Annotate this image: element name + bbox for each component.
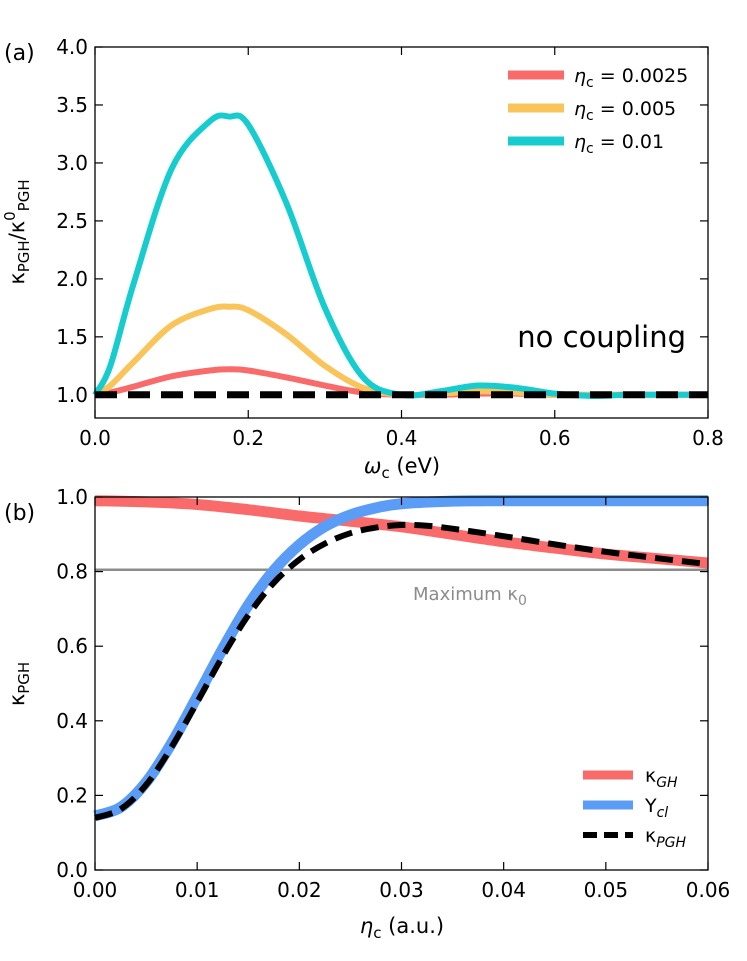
panel-a-ytick-label: 3.0 bbox=[56, 151, 88, 175]
panel-b-series-line-2 bbox=[94, 521, 709, 821]
panel-a-ytick-label: 4.0 bbox=[56, 35, 88, 59]
no-coupling-annotation: no coupling bbox=[517, 320, 686, 354]
legend-entry-2: ηc = 0.01 bbox=[574, 131, 664, 157]
panel-b-xtick-label: 0.04 bbox=[481, 878, 526, 902]
panel-b-ticks: 0.00 0.01 0.02 0.03 0.04 0.05 0.06 0.0 0.2 0.4 0.6… bbox=[56, 485, 730, 902]
panel-a-ytick-label: 1.5 bbox=[56, 325, 88, 349]
panel-b-xtick-label: 0.06 bbox=[686, 878, 731, 902]
panel-a-xtick-label: 0.8 bbox=[692, 426, 724, 450]
panel-b-xlabel: ηc (a.u.) bbox=[360, 914, 444, 942]
panel-b-legend: κGH Ycl κPGH bbox=[583, 765, 686, 851]
panel-b: (b) Maximum κ0 0.00 0.01 0.02 0.03 0.04 0.05 0… bbox=[4, 485, 730, 942]
panel-b-ytick-label: 0.8 bbox=[56, 560, 88, 584]
panel-a-xtick-label: 0.2 bbox=[232, 426, 264, 450]
legend-entry-0: κGH bbox=[645, 765, 678, 791]
panel-a-xtick-label: 0.0 bbox=[79, 426, 111, 450]
panel-b-series-line-1 bbox=[93, 495, 708, 822]
panel-b-ylabel: κPGH bbox=[5, 662, 33, 706]
panel-b-ytick-label: 0.0 bbox=[56, 858, 88, 882]
panel-a-legend: ηc = 0.0025 ηc = 0.005 ηc = 0.01 bbox=[508, 65, 688, 157]
legend-entry-0: ηc = 0.0025 bbox=[574, 65, 688, 91]
maximum-kappa0-label: Maximum κ0 bbox=[413, 584, 527, 609]
panel-b-xtick-label: 0.03 bbox=[379, 878, 424, 902]
panel-b-ytick-label: 0.4 bbox=[56, 709, 88, 733]
panel-a-xlabel: ωc (eV) bbox=[364, 454, 440, 482]
panel-b-ytick-label: 0.2 bbox=[56, 783, 88, 807]
panel-b-series bbox=[93, 495, 709, 822]
panel-b-xtick-label: 0.00 bbox=[73, 878, 118, 902]
legend-entry-1: Ycl bbox=[644, 795, 668, 821]
panel-a-xtick-label: 0.6 bbox=[539, 426, 571, 450]
panel-b-xtick-label: 0.01 bbox=[175, 878, 220, 902]
panel-a-ticks: 0.0 0.2 0.4 0.6 0.8 1.0 1.5 2.0 2.5 3.0 3.5 4.0 bbox=[56, 35, 724, 450]
panel-a-series bbox=[92, 112, 709, 399]
panel-b-label: (b) bbox=[4, 501, 35, 526]
panel-a-ytick-label: 3.5 bbox=[56, 93, 88, 117]
panel-a-series-line-0 bbox=[94, 366, 708, 399]
panel-b-ytick-label: 1.0 bbox=[56, 485, 88, 509]
panel-a-xtick-label: 0.4 bbox=[386, 426, 418, 450]
panel-a-ytick-label: 2.0 bbox=[56, 267, 88, 291]
legend-entry-2: κPGH bbox=[645, 825, 686, 851]
panel-a: (a) 0.0 0.2 0.4 0.6 0.8 1.0 1.5 2.0 2.5 3.0 3.5 4.0… bbox=[1, 35, 724, 482]
legend-entry-1: ηc = 0.005 bbox=[574, 98, 676, 124]
panel-b-xtick-label: 0.05 bbox=[584, 878, 629, 902]
panel-a-series-line-2 bbox=[92, 112, 709, 399]
panel-b-ytick-label: 0.6 bbox=[56, 634, 88, 658]
panel-a-ylabel: κPGH/κ0PGH bbox=[1, 179, 33, 284]
panel-a-label: (a) bbox=[4, 41, 35, 66]
panel-a-ytick-label: 1.0 bbox=[56, 383, 88, 407]
panel-b-xtick-label: 0.02 bbox=[277, 878, 322, 902]
panel-a-ytick-label: 2.5 bbox=[56, 209, 88, 233]
